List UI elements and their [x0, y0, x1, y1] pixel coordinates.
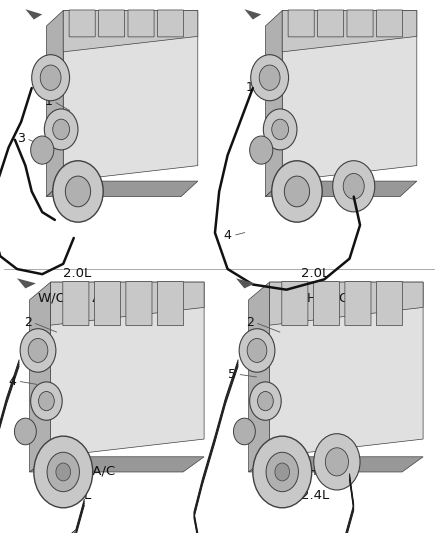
- Polygon shape: [270, 282, 423, 457]
- Circle shape: [31, 136, 54, 164]
- Circle shape: [239, 329, 275, 372]
- Circle shape: [314, 434, 360, 490]
- FancyBboxPatch shape: [157, 281, 184, 326]
- FancyBboxPatch shape: [157, 10, 184, 37]
- Text: 4: 4: [224, 229, 232, 242]
- Circle shape: [284, 176, 310, 207]
- Circle shape: [233, 418, 255, 445]
- Polygon shape: [270, 282, 423, 325]
- Polygon shape: [265, 181, 417, 197]
- FancyBboxPatch shape: [347, 10, 373, 37]
- Circle shape: [275, 463, 290, 481]
- Circle shape: [31, 382, 62, 421]
- Circle shape: [65, 176, 91, 207]
- Circle shape: [263, 109, 297, 150]
- Circle shape: [272, 161, 322, 222]
- Polygon shape: [51, 282, 204, 325]
- Circle shape: [56, 463, 71, 481]
- Polygon shape: [30, 282, 51, 472]
- FancyBboxPatch shape: [282, 281, 308, 326]
- Circle shape: [44, 109, 78, 150]
- FancyBboxPatch shape: [99, 10, 125, 37]
- Polygon shape: [236, 278, 255, 288]
- Polygon shape: [63, 11, 198, 52]
- Text: 5: 5: [228, 368, 236, 381]
- Circle shape: [47, 453, 79, 491]
- FancyBboxPatch shape: [376, 281, 403, 326]
- Polygon shape: [249, 282, 270, 472]
- Text: 2.4L: 2.4L: [301, 489, 329, 502]
- FancyBboxPatch shape: [318, 10, 344, 37]
- Circle shape: [253, 436, 312, 508]
- Text: 4: 4: [8, 375, 16, 387]
- FancyBboxPatch shape: [128, 10, 154, 37]
- Circle shape: [259, 65, 280, 91]
- Circle shape: [53, 119, 70, 140]
- Circle shape: [250, 136, 273, 164]
- Text: 2.0L: 2.0L: [63, 267, 91, 280]
- Circle shape: [258, 391, 273, 410]
- Text: 3: 3: [17, 132, 25, 145]
- Circle shape: [325, 448, 349, 476]
- Polygon shape: [51, 282, 204, 457]
- Circle shape: [266, 453, 298, 491]
- Circle shape: [20, 329, 56, 372]
- Polygon shape: [63, 11, 198, 181]
- Circle shape: [39, 391, 54, 410]
- FancyBboxPatch shape: [63, 281, 89, 326]
- Polygon shape: [25, 9, 42, 20]
- FancyBboxPatch shape: [126, 281, 152, 326]
- Polygon shape: [46, 181, 198, 197]
- FancyBboxPatch shape: [376, 10, 403, 37]
- Polygon shape: [282, 11, 417, 52]
- Circle shape: [333, 161, 375, 212]
- Polygon shape: [249, 457, 423, 472]
- Circle shape: [32, 55, 70, 101]
- Text: 2.4L: 2.4L: [63, 489, 91, 502]
- Circle shape: [34, 436, 93, 508]
- Polygon shape: [282, 11, 417, 181]
- FancyBboxPatch shape: [313, 281, 339, 326]
- FancyBboxPatch shape: [345, 281, 371, 326]
- Text: 2: 2: [24, 316, 32, 329]
- Circle shape: [343, 174, 364, 199]
- Circle shape: [247, 338, 267, 362]
- Circle shape: [251, 55, 289, 101]
- Polygon shape: [30, 457, 204, 472]
- Circle shape: [28, 338, 48, 362]
- Circle shape: [250, 382, 281, 421]
- Text: 2: 2: [246, 316, 254, 329]
- Text: 2.0L: 2.0L: [301, 267, 329, 280]
- Circle shape: [272, 119, 289, 140]
- Polygon shape: [244, 9, 261, 20]
- Text: 1: 1: [246, 82, 254, 94]
- Text: WITH  A/C: WITH A/C: [282, 292, 349, 304]
- Text: 1: 1: [44, 95, 52, 108]
- Text: W/OUT  A/C: W/OUT A/C: [38, 292, 115, 304]
- Circle shape: [14, 418, 36, 445]
- Circle shape: [40, 65, 61, 91]
- FancyBboxPatch shape: [94, 281, 120, 326]
- Text: W/OUT  A/C: W/OUT A/C: [38, 464, 115, 477]
- Polygon shape: [46, 11, 63, 197]
- FancyBboxPatch shape: [69, 10, 95, 37]
- Text: WITH  A/C: WITH A/C: [282, 464, 349, 477]
- Polygon shape: [17, 278, 36, 288]
- FancyBboxPatch shape: [288, 10, 314, 37]
- Circle shape: [53, 161, 103, 222]
- Polygon shape: [265, 11, 282, 197]
